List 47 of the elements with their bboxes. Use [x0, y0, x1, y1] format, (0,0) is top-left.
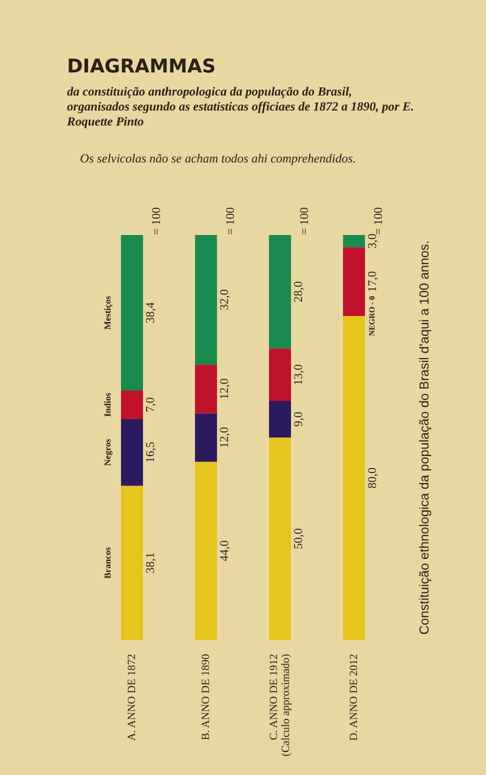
- text: Negros: [102, 438, 112, 466]
- bar: [343, 235, 365, 248]
- total-label: = 100: [371, 207, 385, 235]
- data-label: 13,0: [291, 364, 305, 386]
- text: Os selvicolas não se acham todos ahi comprehendidos.: [80, 152, 356, 166]
- text: Constituição ethnologica da população do Brasil d'aqui a 100 annos.: [416, 240, 432, 635]
- data-label: 44,0: [217, 540, 231, 562]
- text: Indios: [102, 392, 112, 417]
- x-tick-label: D. ANNO DE 2012: [348, 654, 360, 741]
- data-label: 50,0: [291, 528, 305, 550]
- data-label: 12,0: [217, 427, 231, 448]
- x-tick-label: B. ANNO DE 1890: [200, 654, 212, 740]
- bar: [195, 462, 217, 640]
- data-label: 9,0: [291, 412, 305, 427]
- bar: [343, 316, 365, 640]
- bar: [269, 348, 291, 402]
- text: Brancos: [102, 546, 112, 579]
- bar: [195, 413, 217, 462]
- bar: [121, 235, 143, 391]
- chart-title: DIAGRAMMAS: [67, 56, 216, 78]
- chart-subtitle: da constituição anthropologica da população do Brasil, organisados segundo as estatisticas officiaes de 1872 a 1890, por E. Roquette Pinto: [66, 84, 418, 128]
- data-label: 16,5: [143, 442, 157, 463]
- total-label: = 100: [223, 207, 237, 235]
- bar: [269, 235, 291, 348]
- bar: [195, 364, 217, 414]
- total-label: = 100: [149, 207, 163, 235]
- bar: [343, 247, 365, 316]
- data-label: 3,0: [365, 234, 379, 249]
- data-label: 80,0: [365, 468, 379, 488]
- bar: [269, 401, 291, 438]
- data-label: 38,4: [143, 302, 157, 324]
- x-tick-label: C. ANNO DE 1912 (Calculo approximado): [268, 654, 292, 756]
- data-label: 38,1: [143, 552, 157, 574]
- data-label: 17,0: [365, 271, 379, 292]
- text: Mestiços: [102, 296, 112, 330]
- bar: [269, 438, 291, 640]
- bar: [121, 390, 143, 419]
- data-label: 28,0: [291, 281, 305, 302]
- data-label: 12,0: [217, 378, 231, 400]
- annotation: NEGRO - 0: [368, 296, 376, 336]
- data-label: 7,0: [143, 397, 157, 412]
- bar: [121, 486, 143, 640]
- total-label: = 100: [297, 207, 311, 235]
- bar: [121, 418, 143, 486]
- x-tick-label: A. ANNO DE 1872: [126, 654, 138, 741]
- data-label: 32,0: [217, 289, 231, 310]
- bar: [195, 235, 217, 365]
